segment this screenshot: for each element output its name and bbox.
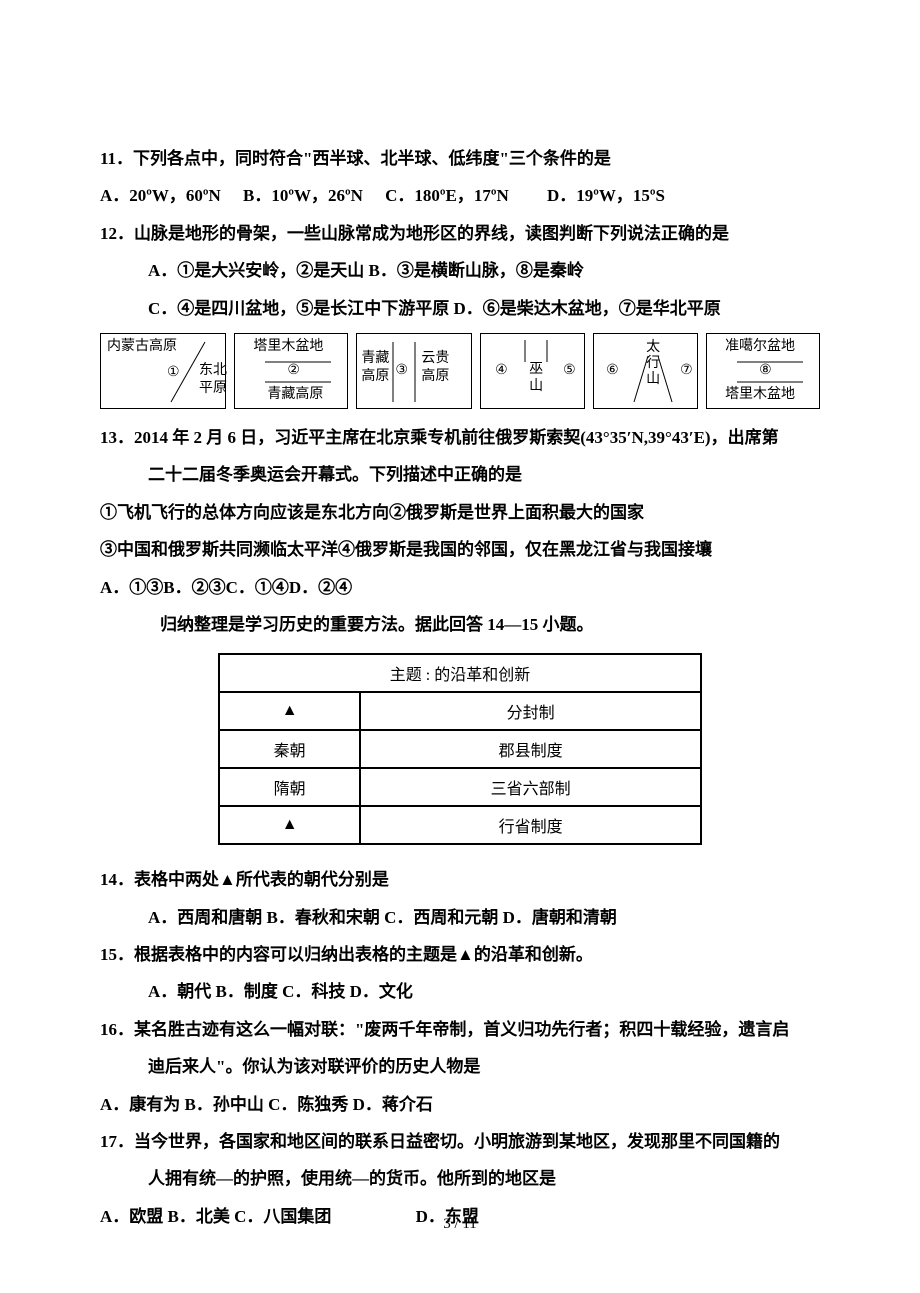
table-row: 秦朝 郡县制度 (219, 730, 701, 768)
page-footer: 3 / 11 (0, 1216, 920, 1233)
q15-stem: 15．根据表格中的内容可以归纳出表格的主题是▲的沿革和创新。 (100, 936, 820, 973)
box6-num: ⑧ (759, 362, 772, 380)
q12-diagram-row: 内蒙古高原 ① 东北 平原 塔里木盆地 ② 青藏高原 青藏 高原 ③ 云贵 高原 (100, 333, 820, 409)
history-table: 主题 : 的沿革和创新 ▲ 分封制 秦朝 郡县制度 隋朝 三省六部制 ▲ 行省制… (218, 653, 702, 845)
q15-options: A．朝代 B．制度 C．科技 D．文化 (100, 973, 820, 1010)
q12-stem: 12．山脉是地形的骨架，一些山脉常成为地形区的界线，读图判断下列说法正确的是 (100, 215, 820, 252)
q13-stem-1: 13．2014 年 2 月 6 日，习近平主席在北京乘专机前往俄罗斯索契(43°… (100, 419, 820, 456)
q13-line-1: ①飞机飞行的总体方向应该是东北方向②俄罗斯是世界上面积最大的国家 (100, 494, 820, 531)
q11-options: A．20ºW，60ºN B．10ºW，26ºN C．180ºE，17ºN D．1… (100, 177, 820, 214)
table-cell: 郡县制度 (360, 730, 701, 768)
box2-top: 塔里木盆地 (253, 338, 323, 356)
q12-opt-a: A．①是大兴安岭，②是天山 (148, 261, 364, 280)
q12-opt-b: B．③是横断山脉，⑧是秦岭 (369, 261, 584, 280)
table-row: ▲ 分封制 (219, 692, 701, 730)
q17-stem-2: 人拥有统—的护照，使用统—的货币。他所到的地区是 (100, 1160, 820, 1197)
q16-options: A．康有为 B．孙中山 C．陈独秀 D．蒋介石 (100, 1086, 820, 1123)
box4-left: ④ (495, 362, 508, 380)
q11-stem: 11．下列各点中，同时符合"西半球、北半球、低纬度"三个条件的是 (100, 140, 820, 177)
table-cell: 隋朝 (219, 768, 360, 806)
box1-top: 内蒙古高原 (107, 338, 177, 356)
q11-opt-d: D．19ºW，15ºS (547, 186, 665, 205)
diagram-box-3: 青藏 高原 ③ 云贵 高原 (356, 333, 472, 409)
table-cell: 分封制 (360, 692, 701, 730)
table-row: ▲ 行省制度 (219, 806, 701, 844)
box4-right: ⑤ (563, 362, 576, 380)
q11-opt-b: B．10ºW，26ºN (243, 186, 363, 205)
q13-line-2: ③中国和俄罗斯共同濒临太平洋④俄罗斯是我国的邻国，仅在黑龙江省与我国接壤 (100, 531, 820, 568)
q12-line-cd: C．④是四川盆地，⑤是长江中下游平原 D．⑥是柴达木盆地，⑦是华北平原 (100, 290, 820, 327)
diagram-box-4: ④ 巫 山 ⑤ (480, 333, 585, 409)
box5-right: ⑦ (680, 362, 693, 380)
box5-left: ⑥ (606, 362, 619, 380)
q11-opt-c: C．180ºE，17ºN (385, 186, 509, 205)
diagram-box-6: 准噶尔盆地 ⑧ 塔里木盆地 (706, 333, 820, 409)
box1-num: ① (167, 364, 180, 382)
box3-num: ③ (395, 362, 408, 380)
box5-mid: 太 行 山 (646, 340, 660, 388)
document-page: 11．下列各点中，同时符合"西半球、北半球、低纬度"三个条件的是 A．20ºW，… (0, 0, 920, 1293)
intro-14-15: 归纳整理是学习历史的重要方法。据此回答 14—15 小题。 (100, 606, 820, 643)
q11-opt-a: A．20ºW，60ºN (100, 186, 221, 205)
box1-right: 东北 平原 (199, 362, 227, 398)
q13-stem-2: 二十二届冬季奥运会开幕式。下列描述中正确的是 (100, 456, 820, 493)
box6-top: 准噶尔盆地 (725, 338, 795, 356)
box3-left: 青藏 高原 (361, 350, 389, 386)
q17-stem-1: 17．当今世界，各国家和地区间的联系日益密切。小明旅游到某地区，发现那里不同国籍… (100, 1123, 820, 1160)
q13-options: A．①③B．②③C．①④D．②④ (100, 569, 820, 606)
q16-stem-1: 16．某名胜古迹有这么一幅对联："废两千年帝制，首义归功先行者；积四十载经验，遗… (100, 1011, 820, 1048)
box2-num: ② (287, 362, 300, 380)
q12-opt-c: C．④是四川盆地，⑤是长江中下游平原 (148, 299, 449, 318)
table-cell: 三省六部制 (360, 768, 701, 806)
table-cell: ▲ (219, 692, 360, 730)
table-row: 隋朝 三省六部制 (219, 768, 701, 806)
box4-mid: 巫 山 (529, 362, 543, 396)
box3-right: 云贵 高原 (421, 350, 449, 386)
table-cell: 秦朝 (219, 730, 360, 768)
q16-stem-2: 迪后来人"。你认为该对联评价的历史人物是 (100, 1048, 820, 1085)
diagram-box-5: ⑥ 太 行 山 ⑦ (593, 333, 698, 409)
q12-opt-d: D．⑥是柴达木盆地，⑦是华北平原 (454, 299, 721, 318)
box6-bottom: 塔里木盆地 (725, 386, 795, 404)
table-cell: 行省制度 (360, 806, 701, 844)
diagram-box-2: 塔里木盆地 ② 青藏高原 (234, 333, 348, 409)
diagram-box-1: 内蒙古高原 ① 东北 平原 (100, 333, 226, 409)
table-cell: ▲ (219, 806, 360, 844)
q12-line-ab: A．①是大兴安岭，②是天山 B．③是横断山脉，⑧是秦岭 (100, 252, 820, 289)
table-title: 主题 : 的沿革和创新 (219, 654, 701, 692)
q14-options: A．西周和唐朝 B．春秋和宋朝 C．西周和元朝 D．唐朝和清朝 (100, 899, 820, 936)
q14-stem: 14．表格中两处▲所代表的朝代分别是 (100, 861, 820, 898)
box2-bottom: 青藏高原 (267, 386, 323, 404)
